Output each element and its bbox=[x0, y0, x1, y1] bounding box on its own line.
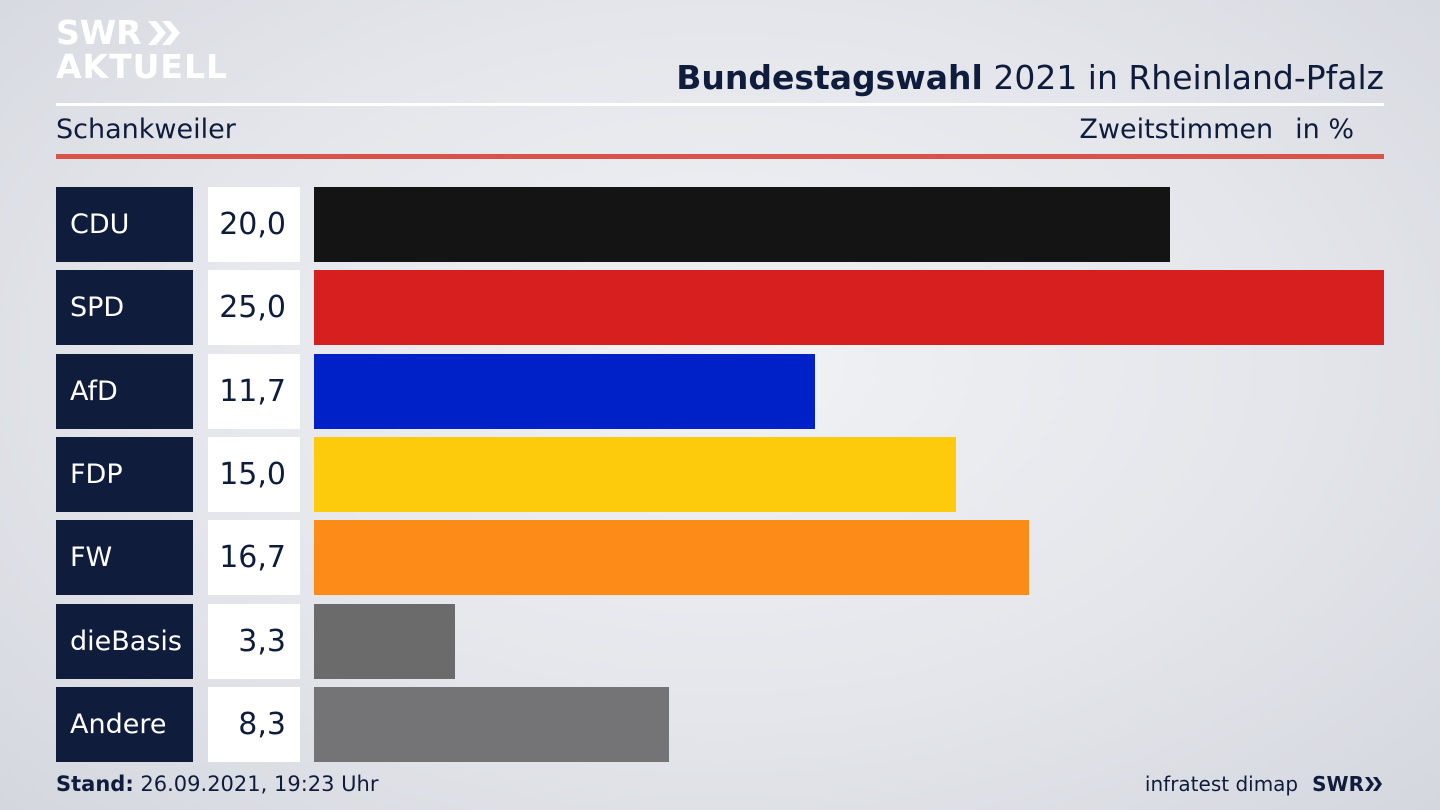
double-chevron-icon bbox=[1365, 777, 1382, 791]
value-label: 25,0 bbox=[208, 270, 300, 346]
bar bbox=[314, 270, 1384, 346]
swr-aktuell-logo: SWR AKTUELL bbox=[56, 16, 228, 84]
value-label: 8,3 bbox=[208, 686, 300, 762]
title-rest: 2021 in Rheinland-Pfalz bbox=[982, 58, 1384, 97]
party-label: dieBasis bbox=[56, 603, 193, 679]
metric-name: Zweitstimmen bbox=[1079, 114, 1274, 145]
metric-label: Zweitstimmen in % bbox=[1079, 114, 1354, 145]
timestamp: Stand: 26.09.2021, 19:23 Uhr bbox=[56, 772, 379, 796]
bar bbox=[314, 603, 455, 679]
value-label: 11,7 bbox=[208, 353, 300, 429]
bar bbox=[314, 520, 1029, 596]
party-label: CDU bbox=[56, 187, 193, 262]
page-title: Bundestagswahl 2021 in Rheinland-Pfalz bbox=[676, 58, 1384, 97]
header-divider bbox=[56, 103, 1384, 106]
timestamp-label: Stand: bbox=[56, 772, 134, 796]
party-label: AfD bbox=[56, 353, 193, 429]
value-label: 3,3 bbox=[208, 603, 300, 679]
party-label: FW bbox=[56, 520, 193, 596]
value-label: 15,0 bbox=[208, 436, 300, 512]
swr-brand: SWR bbox=[1312, 772, 1384, 796]
party-label: Andere bbox=[56, 686, 193, 762]
location-label: Schankweiler bbox=[56, 114, 236, 145]
source-credit: infratest dimap SWR bbox=[1145, 772, 1384, 796]
bar bbox=[314, 353, 815, 429]
party-label: SPD bbox=[56, 270, 193, 346]
bar bbox=[314, 686, 669, 762]
accent-divider bbox=[56, 154, 1384, 159]
value-label: 20,0 bbox=[208, 187, 300, 262]
double-chevron-icon bbox=[147, 21, 180, 45]
title-bold: Bundestagswahl bbox=[676, 58, 983, 97]
party-label: FDP bbox=[56, 436, 193, 512]
swr-brand-text: SWR bbox=[1312, 772, 1364, 796]
logo-line-1: SWR bbox=[56, 13, 142, 52]
bar bbox=[314, 436, 956, 512]
source-label: infratest dimap bbox=[1144, 772, 1299, 796]
bar bbox=[314, 187, 1170, 262]
metric-unit: in % bbox=[1295, 114, 1354, 145]
timestamp-value: 26.09.2021, 19:23 Uhr bbox=[133, 772, 379, 796]
logo-line-2: AKTUELL bbox=[56, 47, 229, 86]
value-label: 16,7 bbox=[208, 520, 300, 596]
